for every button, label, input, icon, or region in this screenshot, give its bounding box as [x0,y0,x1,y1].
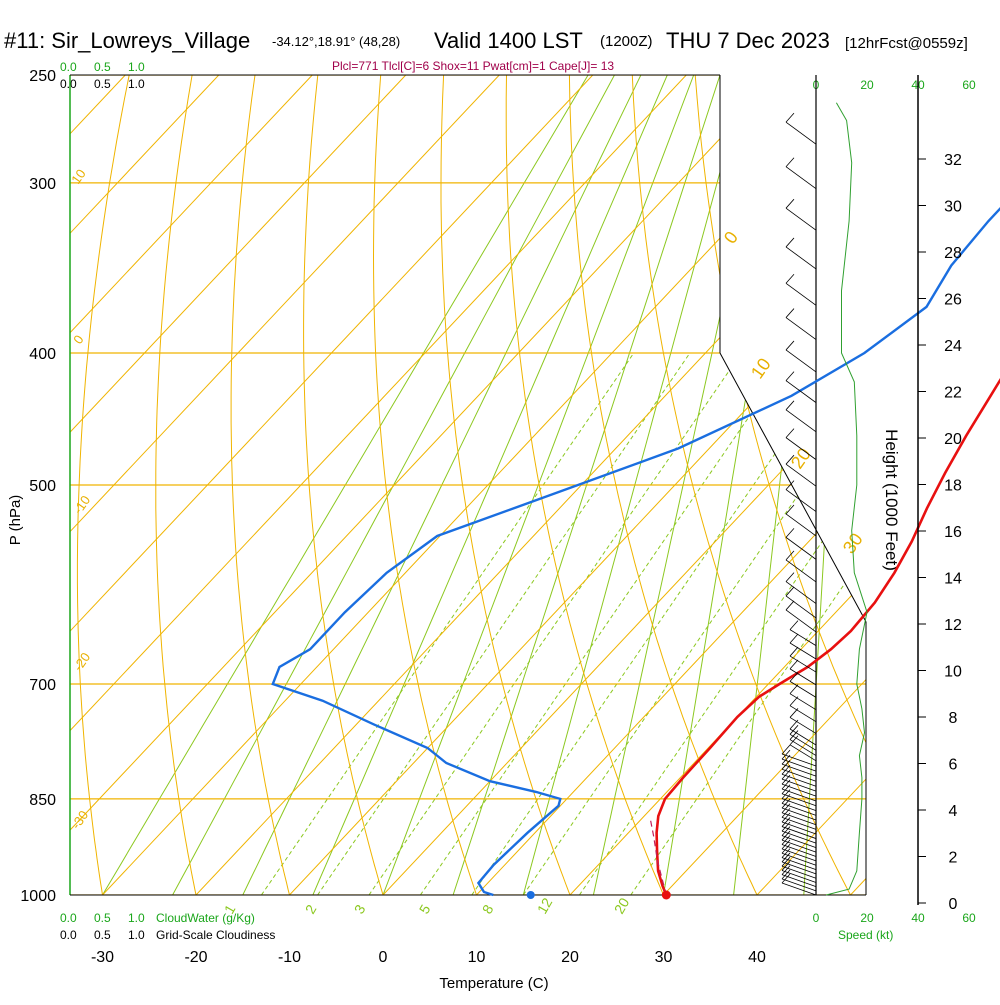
height-tick-label: 20 [944,431,962,448]
cloudiness-tick-bottom-0: 0.0 [60,928,77,942]
cloudwater-tick-bottom-0: 0.0 [60,911,77,925]
height-tick-label: 22 [944,385,962,402]
cloudwater-tick-top-0: 0.0 [60,60,77,74]
pressure-tick-label: 300 [29,176,56,193]
pressure-tick-label: 1000 [20,888,56,905]
cloudiness-tick-top-2: 1.0 [128,77,145,91]
cloudwater-label: CloudWater (g/Kg) [156,911,255,925]
surface-dewpoint-point [527,891,535,899]
height-tick-label: 16 [944,524,962,541]
height-tick-label: 28 [944,245,962,262]
height-tick-label: 18 [944,478,962,495]
height-tick-label: 6 [949,757,958,774]
temperature-tick-label: 30 [655,949,673,966]
cloudiness-tick-top-1: 0.5 [94,77,111,91]
temperature-tick-label: 20 [561,949,579,966]
valid-time: Valid 1400 LST [434,28,583,53]
cloudiness-tick-top-0: 0.0 [60,77,77,91]
pressure-tick-label: 250 [29,68,56,85]
cloudiness-tick-bottom-2: 1.0 [128,928,145,942]
temperature-tick-label: 10 [468,949,486,966]
height-tick-label: 2 [949,850,958,867]
cloudwater-tick-top-2: 1.0 [128,60,145,74]
pressure-tick-label: 500 [29,478,56,495]
cloudwater-tick-bottom-2: 1.0 [128,911,145,925]
surface-temperature-point [662,891,671,900]
x-axis-title: Temperature (C) [439,975,548,992]
pressure-tick-label: 400 [29,346,56,363]
height-tick-label: 4 [949,803,958,820]
valid-date: THU 7 Dec 2023 [666,28,830,53]
station-coords: -34.12°,18.91° (48,28) [272,34,400,49]
height-tick-label: 26 [944,292,962,309]
height-tick-label: 32 [944,152,962,169]
height-tick-label: 10 [944,664,962,681]
height-axis-title: Height (1000 Feet) [882,429,901,571]
station-title: #11: Sir_Lowreys_Village [4,28,250,53]
speed-tick-bottom-0: 0 [813,911,820,925]
speed-tick-bottom-2: 40 [911,911,925,925]
speed-tick-bottom-3: 60 [962,911,976,925]
height-tick-label: 12 [944,617,962,634]
speed-tick-top-3: 60 [962,78,976,92]
temperature-tick-label: -20 [184,949,207,966]
temperature-tick-label: 0 [379,949,388,966]
valid-zulu: (1200Z) [600,33,653,50]
height-tick-label: 24 [944,338,962,355]
cloudiness-label: Grid-Scale Cloudiness [156,928,275,942]
y-axis-title: P (hPa) [7,495,24,546]
cloudwater-tick-top-1: 0.5 [94,60,111,74]
cloudwater-tick-bottom-1: 0.5 [94,911,111,925]
forecast-label: [12hrFcst@0559z] [845,35,968,52]
height-tick-label: 14 [944,571,962,588]
stability-stats: Plcl=771 Tlcl[C]=6 Shox=11 Pwat[cm]=1 Ca… [332,59,614,73]
height-tick-label: 8 [949,710,958,727]
speed-tick-top-1: 20 [860,78,874,92]
cloudiness-tick-bottom-1: 0.5 [94,928,111,942]
temperature-tick-label: -10 [278,949,301,966]
height-tick-label: 0 [949,896,958,913]
speed-tick-bottom-1: 20 [860,911,874,925]
temperature-tick-label: 40 [748,949,766,966]
pressure-tick-label: 850 [29,792,56,809]
pressure-tick-label: 700 [29,677,56,694]
speed-axis-label: Speed (kt) [838,928,893,942]
temperature-tick-label: -30 [91,949,114,966]
height-tick-label: 30 [944,199,962,216]
